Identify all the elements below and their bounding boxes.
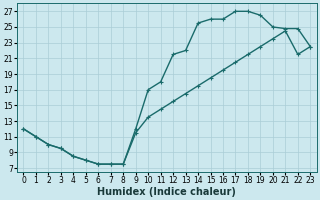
X-axis label: Humidex (Indice chaleur): Humidex (Indice chaleur) [98, 187, 236, 197]
